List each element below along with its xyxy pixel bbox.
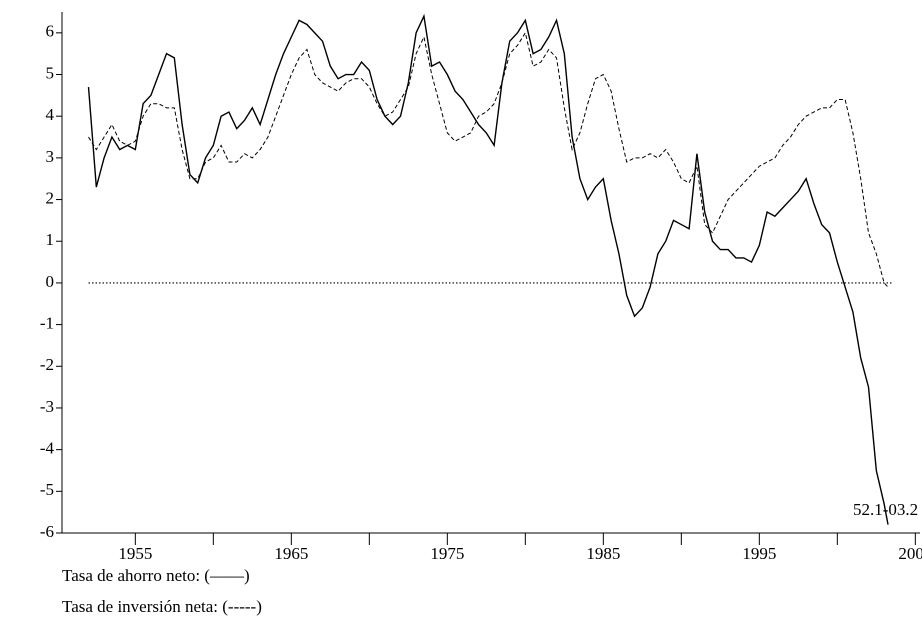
y-tick-label: 2	[46, 188, 55, 207]
y-tick-label: -4	[40, 439, 55, 458]
x-tick-label: 2005	[898, 544, 922, 563]
y-tick-label: 6	[46, 22, 55, 41]
y-tick-label: -6	[40, 522, 54, 541]
x-tick-label: 1965	[274, 544, 308, 563]
legend-entry: Tasa de inversión neta: (-----)	[62, 597, 262, 616]
y-tick-label: -1	[40, 314, 54, 333]
y-tick-label: 4	[46, 105, 55, 124]
x-tick-label: 1955	[118, 544, 152, 563]
x-tick-label: 1995	[742, 544, 776, 563]
y-tick-label: -3	[40, 397, 54, 416]
y-tick-label: -5	[40, 480, 54, 499]
y-tick-label: 1	[46, 230, 55, 249]
y-tick-label: 0	[46, 272, 55, 291]
x-tick-label: 1985	[586, 544, 620, 563]
y-tick-label: -2	[40, 355, 54, 374]
legend-entry: Tasa de ahorro neto: (——)	[62, 566, 250, 585]
y-tick-label: 3	[46, 147, 55, 166]
y-tick-label: 5	[46, 63, 55, 82]
x-tick-label: 1975	[430, 544, 464, 563]
series-line	[88, 31, 889, 288]
series-line	[87, 13, 889, 525]
